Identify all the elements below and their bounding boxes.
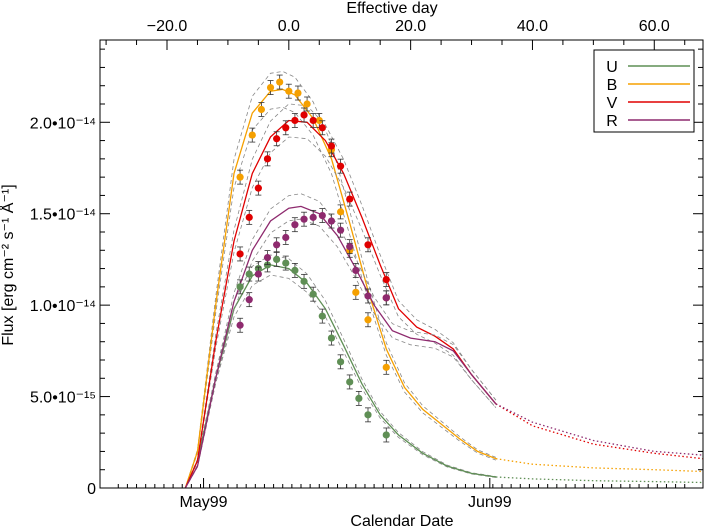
- point-R: [245, 296, 253, 304]
- point-R: [263, 254, 272, 262]
- point-R: [318, 211, 326, 220]
- model-upper-U: [184, 254, 496, 488]
- model-extrap-V: [495, 403, 703, 460]
- point-U: [282, 259, 290, 267]
- model-extrap-U: [495, 476, 703, 484]
- point-U: [382, 431, 390, 439]
- point-B: [303, 100, 311, 108]
- point-V: [346, 195, 354, 203]
- point-B: [257, 105, 266, 114]
- point-V: [336, 162, 345, 170]
- point-V: [254, 184, 262, 192]
- point-V: [318, 124, 326, 132]
- x-tick-label: May99: [180, 494, 228, 511]
- point-R: [346, 243, 354, 251]
- x2-tick-label: −20.0: [147, 18, 188, 35]
- model-line-U: [184, 264, 496, 488]
- legend-label-V: V: [607, 95, 618, 112]
- legend-box: [593, 49, 695, 133]
- point-B: [382, 363, 390, 371]
- point-B: [236, 173, 244, 181]
- point-V: [364, 241, 372, 249]
- x-axis-label: Calendar Date: [350, 513, 453, 529]
- point-U: [318, 312, 326, 320]
- point-U: [355, 394, 363, 402]
- model-line-R: [184, 205, 497, 488]
- point-U: [309, 290, 317, 298]
- x-tick-label: Jun99: [468, 494, 512, 511]
- point-U: [300, 277, 308, 285]
- point-V: [309, 116, 317, 125]
- point-B: [336, 208, 345, 216]
- x2-tick-label: 40.0: [517, 18, 548, 35]
- y-tick-label: 2.0•10⁻¹⁴: [30, 115, 96, 132]
- point-R: [382, 294, 390, 302]
- legend-label-R: R: [606, 113, 618, 130]
- point-V: [300, 111, 308, 119]
- point-V: [291, 116, 299, 125]
- point-U: [336, 358, 345, 366]
- point-B: [352, 288, 360, 296]
- point-B: [276, 78, 284, 86]
- point-R: [291, 221, 299, 229]
- point-V: [382, 275, 390, 284]
- point-U: [327, 334, 336, 342]
- axis-ticks: 0 5.0•10⁻¹⁵ 1.0•10⁻¹⁴ 1.5•10⁻¹⁴ 2.0•10⁻¹⁴ −20…: [30, 18, 703, 511]
- model-upper-B: [184, 70, 497, 488]
- model-lower-V: [184, 136, 497, 488]
- legend-label-B: B: [607, 77, 618, 94]
- point-R: [300, 215, 308, 223]
- x2-tick-label: 20.0: [395, 18, 426, 35]
- data-points: [236, 74, 390, 443]
- model-extrap-R: [495, 403, 703, 456]
- model-line-B: [184, 88, 497, 488]
- point-B: [294, 89, 302, 97]
- point-V: [282, 124, 290, 132]
- model-lower-R: [184, 218, 497, 488]
- point-V: [245, 213, 253, 221]
- point-V: [236, 250, 244, 258]
- y-tick-label: 5.0•10⁻¹⁵: [30, 390, 96, 407]
- point-R: [327, 217, 336, 225]
- point-B: [248, 131, 256, 139]
- point-V: [263, 155, 272, 163]
- point-B: [315, 116, 323, 125]
- point-U: [291, 266, 299, 274]
- model-upper-V: [184, 103, 497, 488]
- point-V: [273, 135, 281, 143]
- y-tick-label: 1.5•10⁻¹⁴: [30, 207, 96, 224]
- point-B: [364, 316, 372, 324]
- point-R: [352, 266, 360, 274]
- point-B: [266, 83, 275, 92]
- model-upper-R: [184, 193, 497, 488]
- point-B: [285, 87, 293, 95]
- model-curves: [184, 70, 703, 488]
- x2-axis-label: Effective day: [346, 0, 437, 17]
- point-R: [364, 292, 372, 300]
- point-R: [282, 233, 290, 242]
- point-U: [245, 270, 253, 278]
- point-U: [364, 411, 372, 419]
- point-U: [236, 283, 244, 291]
- x2-tick-label: 60.0: [639, 18, 670, 35]
- point-R: [273, 241, 281, 249]
- point-U: [346, 378, 354, 386]
- model-extrap-B: [495, 458, 703, 473]
- y-tick-label: 0: [87, 481, 96, 498]
- point-R: [336, 226, 345, 234]
- x2-tick-label: 0.0: [278, 18, 300, 35]
- point-R: [309, 213, 317, 221]
- legend-label-U: U: [606, 59, 618, 76]
- y-tick-label: 1.0•10⁻¹⁴: [30, 298, 96, 315]
- y-axis-label: Flux [erg cm⁻² s⁻¹ Å⁻¹]: [0, 184, 17, 345]
- model-line-V: [184, 119, 497, 488]
- point-U: [273, 255, 281, 264]
- model-lower-U: [184, 274, 496, 488]
- model-lower-B: [184, 106, 497, 488]
- point-R: [236, 321, 244, 329]
- point-R: [254, 270, 262, 278]
- point-V: [327, 142, 336, 150]
